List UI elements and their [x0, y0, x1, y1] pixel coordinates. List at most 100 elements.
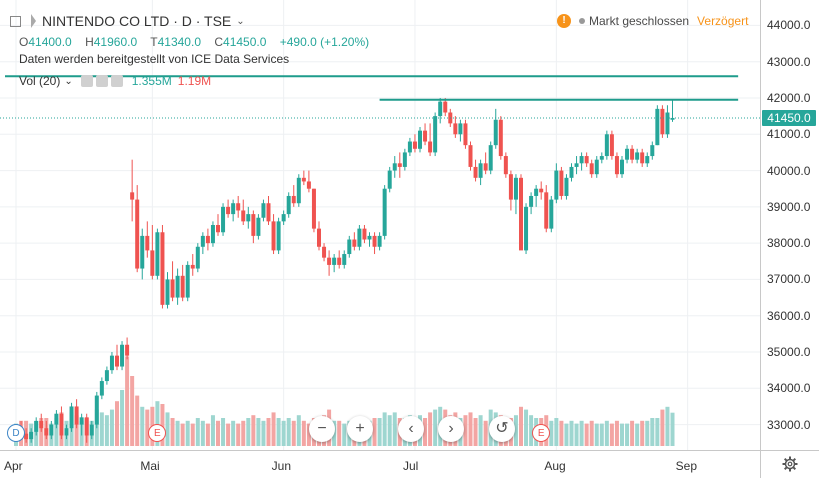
- time-tick-label: Jun: [271, 459, 291, 473]
- price-tick-label: 44000.0: [767, 18, 811, 33]
- settings-icon[interactable]: [95, 75, 108, 87]
- chevron-down-icon[interactable]: ⌄: [64, 75, 73, 87]
- zoom-out-button[interactable]: −: [309, 416, 335, 442]
- candle-body: [630, 148, 635, 160]
- candle-body: [569, 166, 574, 178]
- candle-body: [498, 119, 503, 157]
- time-tick-label: Mai: [140, 459, 160, 473]
- volume-bar: [301, 420, 306, 446]
- close-icon[interactable]: [110, 75, 123, 87]
- candle-body: [493, 119, 498, 146]
- volume-bar: [519, 406, 523, 446]
- volume-value-1: 1.355M: [131, 74, 172, 88]
- volume-bar: [140, 406, 145, 446]
- volume-bar: [109, 409, 114, 446]
- eye-icon[interactable]: [80, 75, 93, 87]
- ohlc-values: O41400.0 H41960.0 T41340.0 C41450.0 +490…: [19, 35, 379, 49]
- volume-bar: [574, 423, 579, 446]
- chevron-down-icon[interactable]: ⌄: [236, 15, 245, 27]
- chart-plot-area[interactable]: [0, 0, 760, 450]
- price-axis[interactable]: 33000.0 34000.0 35000.0 36000.0 37000.0 38000…: [760, 0, 819, 450]
- volume-bar: [513, 415, 518, 446]
- candle-body: [59, 413, 64, 436]
- low-value: 41340.0: [157, 35, 201, 49]
- candle-body: [271, 221, 276, 251]
- candle-body: [64, 428, 69, 436]
- volume-bar: [281, 420, 286, 446]
- candle-body: [539, 188, 544, 193]
- candle-body: [377, 235, 382, 247]
- candle-body: [519, 177, 523, 251]
- candle-body: [594, 159, 599, 175]
- earnings-marker[interactable]: E: [148, 424, 167, 442]
- time-tick-label: Aug: [544, 459, 566, 473]
- scroll-right-button[interactable]: ›: [438, 416, 464, 442]
- candle-body: [256, 217, 261, 236]
- volume-bar: [468, 412, 473, 446]
- volume-bar: [650, 418, 655, 446]
- candle-body: [478, 163, 483, 178]
- volume-bar: [241, 420, 246, 446]
- volume-bar: [584, 423, 589, 446]
- candle-body: [599, 156, 604, 160]
- chart-settings-corner[interactable]: [760, 450, 819, 478]
- high-label: H: [85, 35, 94, 49]
- volume-bar: [655, 418, 660, 446]
- candle-body: [236, 203, 241, 211]
- time-tick-label: Jul: [402, 459, 419, 473]
- candle-body: [564, 177, 569, 196]
- volume-label[interactable]: Vol (20): [19, 74, 61, 88]
- candle-body: [125, 344, 130, 356]
- time-axis[interactable]: Apr Mai Jun Jul Aug Sep: [0, 450, 760, 478]
- candle-body: [418, 130, 422, 149]
- candle-body: [286, 195, 291, 215]
- candle-body: [362, 228, 367, 240]
- volume-bar: [221, 418, 226, 446]
- volume-bar: [463, 415, 468, 446]
- price-tick-label: 37000.0: [767, 272, 811, 287]
- candle-body: [39, 420, 44, 429]
- collapse-square-icon[interactable]: [10, 15, 21, 27]
- reset-chart-button[interactable]: ↺: [489, 416, 515, 442]
- candle-body: [645, 156, 650, 164]
- volume-bar: [483, 420, 488, 446]
- candle-body: [559, 170, 564, 196]
- zoom-in-button[interactable]: +: [347, 416, 373, 442]
- volume-bar: [604, 420, 609, 446]
- candlestick-chart[interactable]: [0, 0, 760, 450]
- candle-body: [115, 355, 119, 367]
- volume-bar: [210, 415, 215, 446]
- volume-bar: [372, 418, 377, 446]
- candle-body: [69, 406, 74, 429]
- volume-bar: [660, 409, 665, 446]
- candle-body: [49, 424, 54, 436]
- symbol-title[interactable]: NINTENDO CO LTD · D · TSE: [42, 13, 232, 29]
- volume-bar: [473, 418, 478, 446]
- gear-icon[interactable]: [782, 456, 798, 472]
- candle-body: [407, 141, 412, 153]
- candle-body: [104, 370, 109, 382]
- volume-bar: [200, 420, 205, 446]
- last-price-tag: 41450.0: [762, 109, 816, 126]
- warning-icon[interactable]: !: [557, 14, 571, 28]
- candle-body: [670, 117, 675, 120]
- candle-body: [584, 156, 589, 164]
- dividend-marker[interactable]: D: [7, 424, 25, 442]
- scroll-left-button[interactable]: ‹: [398, 416, 424, 442]
- candle-body: [423, 130, 428, 142]
- volume-bar: [130, 376, 135, 446]
- price-tick-label: 33000.0: [767, 417, 811, 432]
- earnings-marker[interactable]: E: [532, 424, 551, 442]
- volume-bar: [609, 423, 614, 446]
- volume-bar: [74, 415, 79, 446]
- candle-body: [655, 108, 660, 146]
- candle-body: [281, 214, 286, 222]
- volume-bar: [190, 423, 195, 446]
- volume-bar: [296, 415, 301, 446]
- volume-bar: [205, 423, 210, 446]
- symbol-title-row: NINTENDO CO LTD · D · TSE ⌄: [10, 13, 245, 29]
- price-tick-label: 36000.0: [767, 308, 811, 323]
- candle-body: [205, 235, 210, 244]
- delayed-badge[interactable]: Verzögert: [697, 14, 749, 28]
- time-tick-label: Sep: [675, 459, 697, 473]
